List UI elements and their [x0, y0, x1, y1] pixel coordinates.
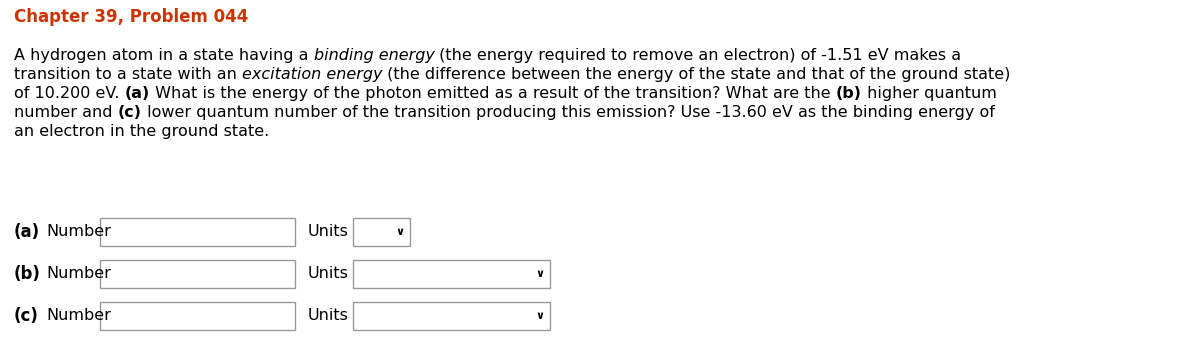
Text: A hydrogen atom in a state having a: A hydrogen atom in a state having a [14, 48, 313, 63]
Text: (c): (c) [14, 307, 38, 325]
Text: What is the energy of the photon emitted as a result of the transition? What are: What is the energy of the photon emitted… [150, 86, 835, 101]
Text: of 10.200 eV.: of 10.200 eV. [14, 86, 125, 101]
Text: ∨: ∨ [396, 227, 404, 237]
FancyBboxPatch shape [353, 218, 410, 246]
FancyBboxPatch shape [353, 302, 550, 330]
Text: Number: Number [46, 225, 110, 240]
Text: (the energy required to remove an electron) of -1.51 eV makes a: (the energy required to remove an electr… [434, 48, 961, 63]
Text: lower quantum number of the transition producing this emission? Use -13.60 eV as: lower quantum number of the transition p… [142, 105, 995, 120]
FancyBboxPatch shape [100, 302, 295, 330]
FancyBboxPatch shape [100, 260, 295, 288]
Text: (a): (a) [125, 86, 150, 101]
Text: (b): (b) [835, 86, 862, 101]
Text: an electron in the ground state.: an electron in the ground state. [14, 124, 269, 139]
Text: transition to a state with an: transition to a state with an [14, 67, 242, 82]
Text: Units: Units [308, 267, 349, 282]
Text: higher quantum: higher quantum [862, 86, 996, 101]
Text: (the difference between the energy of the state and that of the ground state): (the difference between the energy of th… [383, 67, 1010, 82]
Text: excitation energy: excitation energy [242, 67, 383, 82]
Text: (a): (a) [14, 223, 40, 241]
Text: binding energy: binding energy [313, 48, 434, 63]
Text: (c): (c) [118, 105, 142, 120]
Text: Units: Units [308, 225, 349, 240]
Text: Number: Number [46, 309, 110, 324]
Text: (b): (b) [14, 265, 41, 283]
Text: ∨: ∨ [535, 269, 545, 279]
Text: number and: number and [14, 105, 118, 120]
Text: Chapter 39, Problem 044: Chapter 39, Problem 044 [14, 8, 248, 26]
Text: Number: Number [46, 267, 110, 282]
Text: Units: Units [308, 309, 349, 324]
FancyBboxPatch shape [100, 218, 295, 246]
Text: ∨: ∨ [535, 311, 545, 321]
FancyBboxPatch shape [353, 260, 550, 288]
